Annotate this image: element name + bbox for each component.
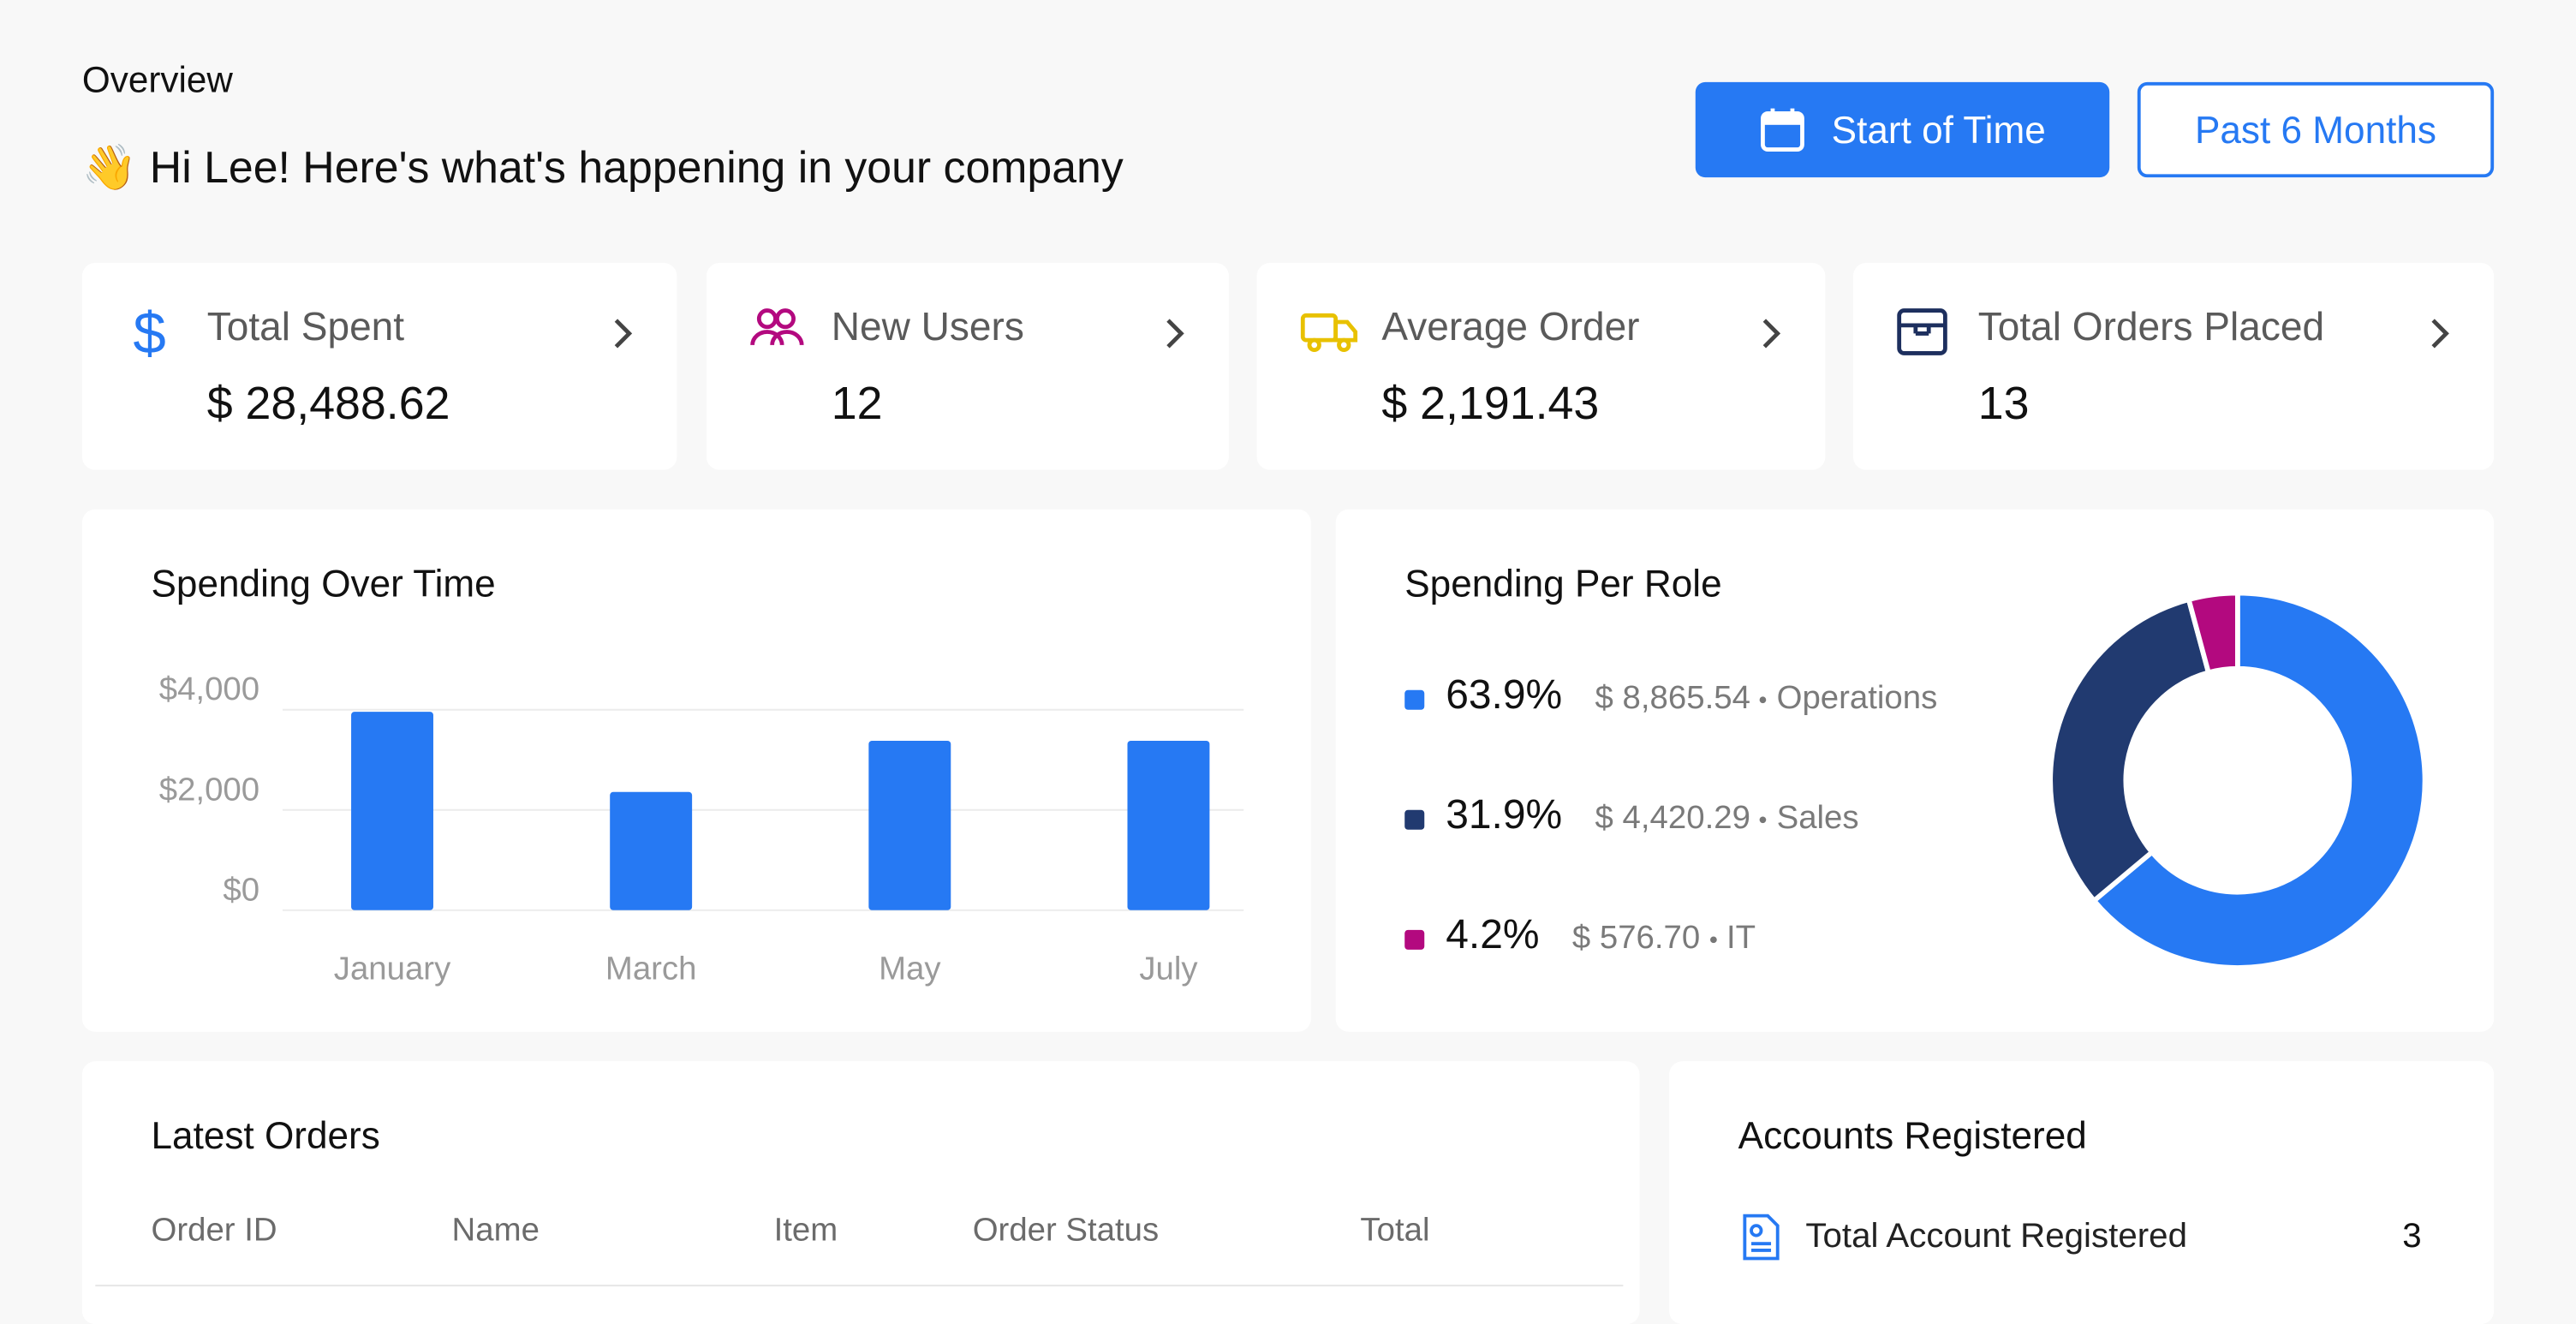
divider <box>95 1285 1624 1287</box>
amount: $ 8,865.54 <box>1595 680 1750 717</box>
stat-card[interactable]: New Users 12 <box>706 262 1229 470</box>
column-header: Item <box>773 1212 838 1249</box>
chevron <box>1166 319 1184 349</box>
x-tick-label: July <box>1139 950 1198 987</box>
stat-label: New Users <box>831 305 1024 350</box>
role: Sales <box>1776 800 1859 837</box>
stat-card[interactable]: Average Order $ 2,191.43 <box>1256 262 1826 470</box>
separator <box>1760 815 1768 823</box>
column-header: Name <box>451 1212 540 1249</box>
greeting: 👋 Hi Lee! Here's what's happening in you… <box>81 142 1124 193</box>
document-icon <box>1743 1214 1780 1261</box>
percent: 31.9% <box>1446 791 1563 838</box>
role-detail: $ 8,865.54 Operations <box>1595 680 1938 718</box>
role: IT <box>1726 920 1756 957</box>
role-detail: $ 4,420.29 Sales <box>1595 800 1859 838</box>
account-value: 3 <box>2402 1217 2422 1255</box>
separator <box>1709 935 1717 943</box>
role-detail: $ 576.70 IT <box>1572 920 1756 957</box>
legend-swatch <box>1404 809 1425 830</box>
bar <box>868 741 951 910</box>
box-icon <box>1897 308 1947 355</box>
chart-card: Spending Per Role 63.9% $ 8,865.54 Operati… <box>1335 509 2495 1032</box>
separator <box>1760 695 1768 703</box>
chart-title: Spending Over Time <box>151 562 496 605</box>
start-button[interactable]: Start of Time <box>1695 81 2110 178</box>
orders-card: Latest Orders Order ID Name Item Order S… <box>81 1061 1640 1324</box>
legend-swatch <box>1404 929 1425 950</box>
bar <box>1127 741 1210 910</box>
stat-label: Total Orders Placed <box>1977 305 2325 350</box>
chart-card: Spending Over Time $0 $2,000 $4,000 January… <box>81 509 1311 1032</box>
y-tick-label: $0 <box>223 871 259 908</box>
x-tick-label: May <box>879 950 941 987</box>
chevron <box>614 319 633 349</box>
chart-title: Spending Per Role <box>1404 562 1722 605</box>
bar <box>610 791 693 910</box>
chevron <box>2431 319 2449 349</box>
svg-text:$: $ <box>133 306 165 361</box>
bar-chart: $0 $2,000 $4,000 January March May July <box>159 671 1244 987</box>
chevron <box>1762 319 1781 349</box>
column-header: Order Status <box>972 1212 1160 1249</box>
donut-segment <box>2048 596 2212 904</box>
truck-icon <box>1300 313 1358 353</box>
y-tick-label: $2,000 <box>159 771 259 808</box>
donut-segment <box>2185 590 2240 676</box>
stat-card[interactable]: Total Orders Placed 13 <box>1852 262 2495 470</box>
account-label: Total Account Registered <box>1805 1217 2187 1255</box>
stat-value: 13 <box>1977 378 2030 429</box>
range-button[interactable]: Past 6 Months <box>2137 81 2495 178</box>
card-title: Accounts Registered <box>1738 1113 2087 1157</box>
accounts-card: Accounts Registered Total Account Regist… <box>1669 1061 2495 1324</box>
button-label: Past 6 Months <box>2194 107 2437 151</box>
y-tick-label: $4,000 <box>159 671 259 707</box>
stat-value: $ 28,488.62 <box>206 378 450 429</box>
column-header: Order ID <box>151 1212 277 1249</box>
stat-value: 12 <box>831 378 883 429</box>
dollar-icon: $ <box>133 306 165 361</box>
card-title: Latest Orders <box>151 1113 380 1157</box>
amount: $ 4,420.29 <box>1595 800 1750 837</box>
column-header: Total <box>1360 1212 1430 1249</box>
legend-row: 31.9% $ 4,420.29 Sales <box>1446 792 1858 840</box>
x-tick-label: January <box>334 950 451 987</box>
bar <box>351 712 433 910</box>
users-icon <box>750 308 804 346</box>
donut-chart <box>2048 590 2428 970</box>
percent: 63.9% <box>1446 671 1563 719</box>
stat-label: Average Order <box>1381 305 1640 350</box>
donut-segment <box>2090 590 2428 970</box>
page-title: Overview <box>81 59 233 101</box>
role: Operations <box>1776 680 1938 717</box>
button-label: Start of Time <box>1831 107 2046 151</box>
legend-swatch <box>1404 689 1425 710</box>
stat-label: Total Spent <box>206 305 405 350</box>
amount: $ 576.70 <box>1571 920 1701 957</box>
legend-row: 4.2% $ 576.70 IT <box>1446 912 1756 960</box>
legend-row: 63.9% $ 8,865.54 Operations <box>1446 672 1937 720</box>
x-tick-label: March <box>605 950 697 987</box>
stat-value: $ 2,191.43 <box>1381 378 1600 429</box>
percent: 4.2% <box>1446 911 1540 958</box>
stat-card[interactable]: $ Total Spent $ 28,488.62 <box>81 262 677 470</box>
calendar-icon <box>1760 108 1804 152</box>
